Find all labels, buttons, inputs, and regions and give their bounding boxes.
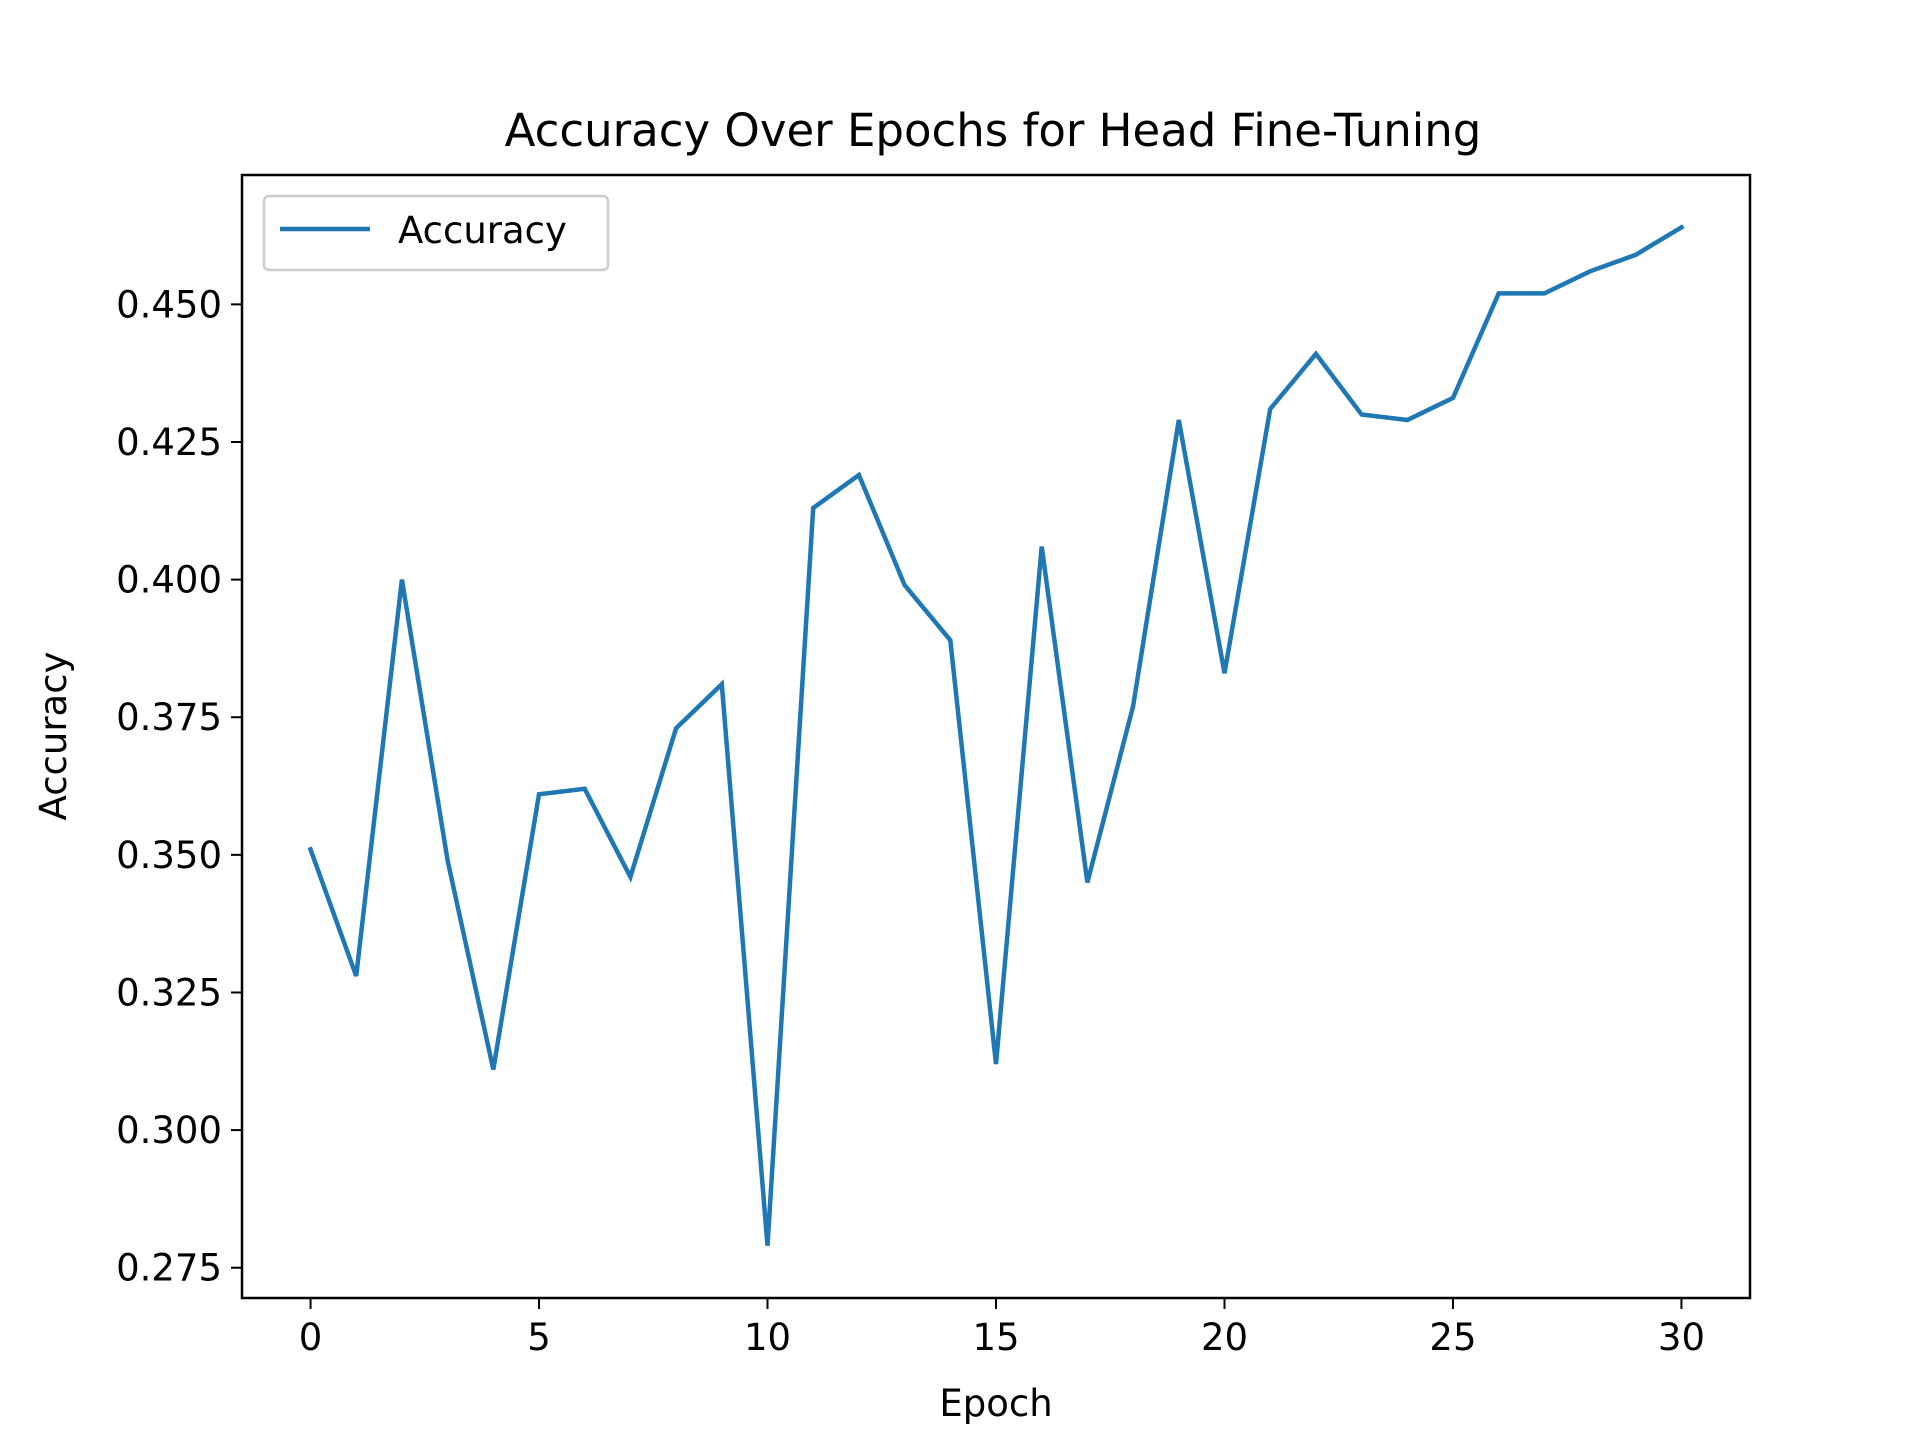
x-tick-label: 30 <box>1658 1316 1705 1359</box>
y-axis-label: Accuracy <box>32 652 75 821</box>
x-axis-label: Epoch <box>939 1382 1052 1425</box>
x-tick-label: 20 <box>1201 1316 1248 1359</box>
chart-title: Accuracy Over Epochs for Head Fine-Tunin… <box>505 104 1482 157</box>
plot-area <box>307 224 1685 1246</box>
x-tick-label: 5 <box>527 1316 551 1359</box>
y-tick-label: 0.400 <box>116 559 222 602</box>
y-tick-label: 0.300 <box>116 1109 222 1152</box>
y-tick-label: 0.450 <box>116 283 222 326</box>
y-axis: 0.275 0.300 0.325 0.350 0.375 0.400 0.425 0.450 <box>116 283 242 1290</box>
y-tick-label: 0.375 <box>116 696 222 739</box>
legend-box <box>262 194 610 272</box>
x-axis: 0 5 10 15 20 25 30 <box>299 1298 1705 1359</box>
legend-label-accuracy: Accuracy <box>398 209 567 252</box>
y-tick-label: 0.325 <box>116 971 222 1014</box>
y-tick-label: 0.350 <box>116 834 222 877</box>
x-tick-label: 0 <box>299 1316 323 1359</box>
x-tick-label: 10 <box>744 1316 791 1359</box>
x-tick-label: 25 <box>1429 1316 1476 1359</box>
x-tick-label: 15 <box>972 1316 1019 1359</box>
y-tick-label: 0.425 <box>116 421 222 464</box>
series-line-accuracy <box>307 224 1685 1246</box>
legend: Accuracy <box>262 194 610 272</box>
y-tick-label: 0.275 <box>116 1247 222 1290</box>
